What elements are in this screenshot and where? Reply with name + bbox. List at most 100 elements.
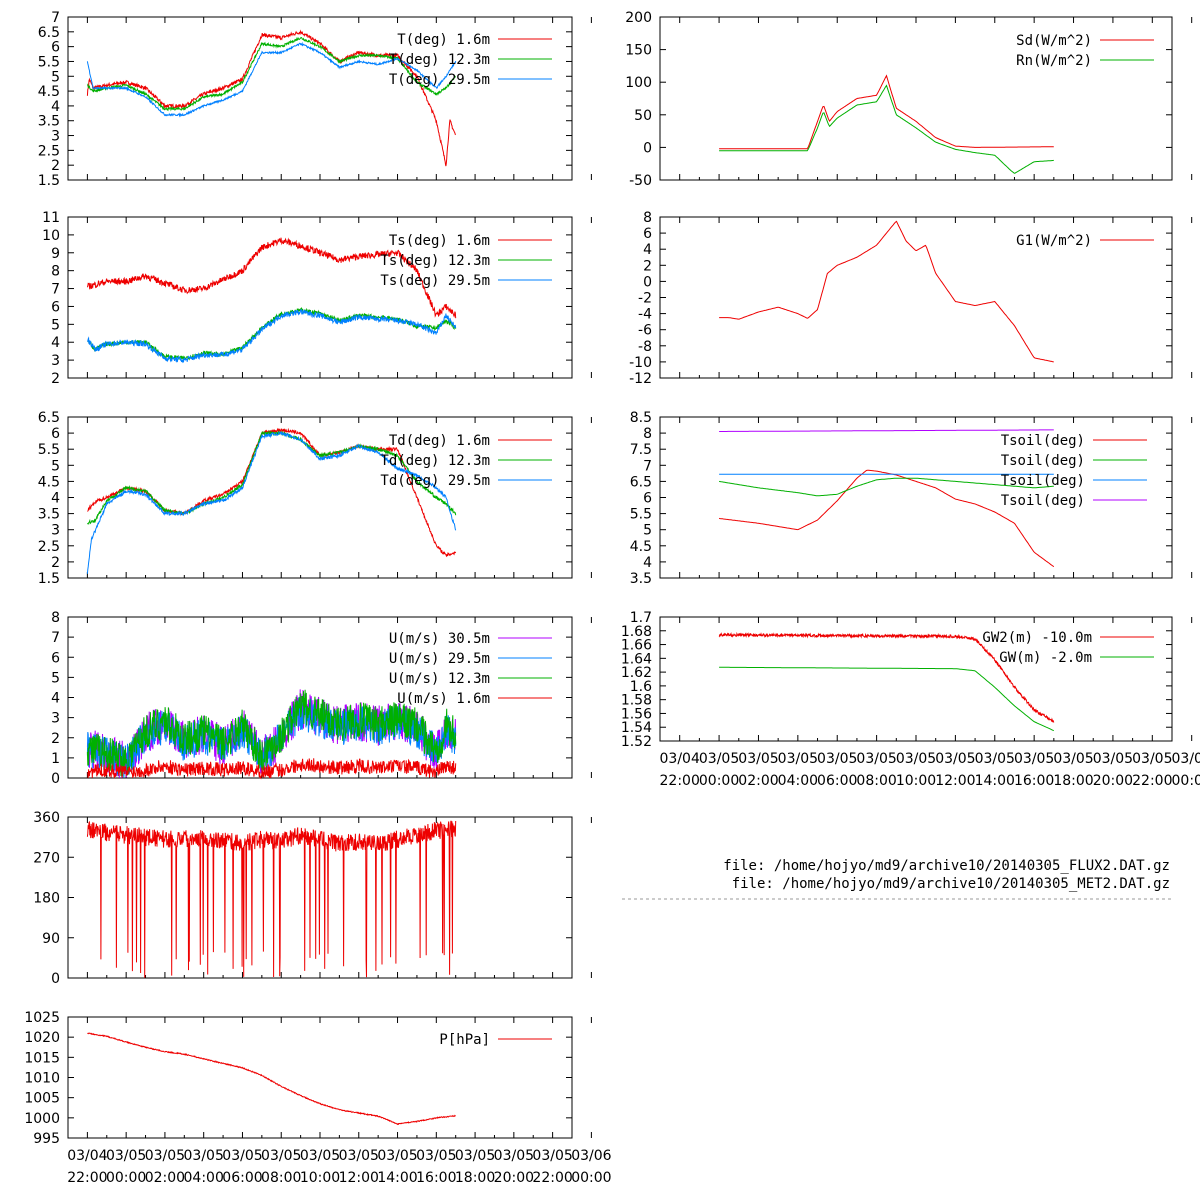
y-tick-label: 4.5 — [38, 474, 60, 490]
y-tick-label: 3 — [51, 129, 60, 145]
y-tick-label: 5.5 — [38, 54, 60, 70]
y-tick-label: 1005 — [24, 1091, 60, 1107]
x-tick-label-date: 03/05 — [896, 751, 936, 767]
y-tick-label: 3.5 — [38, 507, 60, 523]
y-tick-label: 7 — [51, 630, 60, 646]
series-line-tsoil-3 — [719, 429, 1054, 432]
y-tick-label: 7 — [643, 458, 652, 474]
legend-label: Tsoil(deg) — [1001, 453, 1085, 469]
x-tick-label-date: 03/05 — [184, 1148, 224, 1164]
y-tick-label: 1 — [51, 751, 60, 767]
series-line-temp-1 — [86, 36, 457, 112]
x-tick-label-time: 10:00 — [896, 773, 936, 789]
y-tick-label: 7 — [51, 10, 60, 26]
series-line-ts-2 — [86, 308, 457, 364]
x-tick-label-time: 04:00 — [778, 773, 818, 789]
y-tick-label: 1.7 — [630, 610, 652, 626]
legend-label: U(m/s) 29.5m — [389, 651, 490, 667]
x-tick-label-date: 03/05 — [1053, 751, 1093, 767]
x-tick-label-date: 03/05 — [416, 1148, 456, 1164]
y-tick-label: 1.58 — [621, 693, 652, 709]
y-tick-label: 6 — [643, 491, 652, 507]
y-tick-label: 6.5 — [38, 25, 60, 41]
y-tick-label: 1015 — [24, 1050, 60, 1066]
series-line-rad-0 — [719, 74, 1054, 150]
y-tick-label: 5 — [51, 69, 60, 85]
y-tick-label: 2 — [51, 158, 60, 174]
y-tick-label: 6 — [51, 299, 60, 315]
y-tick-label: 10 — [42, 228, 60, 244]
x-tick-label-date: 03/05 — [817, 751, 857, 767]
y-tick-label: 6 — [51, 650, 60, 666]
file-line-met: file: /home/hojyo/md9/archive10/20140305… — [732, 876, 1170, 892]
x-tick-label-time: 16:00 — [1014, 773, 1054, 789]
x-tick-label-date: 03/05 — [261, 1148, 301, 1164]
x-tick-label-time: 04:00 — [184, 1170, 224, 1186]
y-tick-label: 4 — [643, 555, 652, 571]
y-tick-label: 0 — [51, 771, 60, 787]
file-line-flux: file: /home/hojyo/md9/archive10/20140305… — [723, 858, 1170, 874]
y-tick-label: 6 — [643, 226, 652, 242]
y-tick-label: 1.5 — [38, 571, 60, 587]
legend-label: Td(deg) 29.5m — [380, 473, 490, 489]
y-tick-label: 1020 — [24, 1030, 60, 1046]
x-tick-label-time: 22:00 — [1132, 773, 1172, 789]
x-tick-label-date: 03/05 — [699, 751, 739, 767]
y-tick-label: 4 — [51, 691, 60, 707]
panel-surface-temperature: 2 3 4 5 67 8 9 10 11 Ts(deg) 1.6m Ts(deg) 12.3m Ts(… — [42, 210, 592, 387]
y-tick-label: 1.54 — [621, 720, 652, 736]
file-info: file: /home/hojyo/md9/archive10/20140305… — [622, 858, 1174, 900]
y-tick-label: 3 — [51, 523, 60, 539]
y-tick-label: 1010 — [24, 1071, 60, 1087]
y-tick-label: 5 — [51, 670, 60, 686]
x-tick-label-date: 03/05 — [339, 1148, 379, 1164]
x-tick-label-date: 03/05 — [300, 1148, 340, 1164]
y-tick-label: 0 — [51, 971, 60, 987]
y-tick-label: 4 — [51, 99, 60, 115]
y-tick-label: 11 — [42, 210, 60, 226]
y-tick-label: 8 — [51, 264, 60, 280]
x-tick-label-date: 03/05 — [935, 751, 975, 767]
x-tick-label-date: 03/05 — [377, 1148, 417, 1164]
x-tick-label-time: 18:00 — [1053, 773, 1093, 789]
x-tick-label-time: 14:00 — [975, 773, 1015, 789]
panel-soil-temperature: 3.544.555.566.577.588.5 Tsoil(deg) Tsoil(d… — [630, 410, 1193, 587]
panel-groundwater: 1.521.541.561.581.61.621.641.661.681.7 03… — [621, 610, 1200, 789]
x-tick-label-time: 12:00 — [339, 1170, 379, 1186]
series-line-gw-1 — [719, 666, 1055, 732]
x-tick-label-time: 18:00 — [455, 1170, 495, 1186]
y-tick-label: 1.52 — [621, 734, 652, 750]
y-tick-label: 1.66 — [621, 638, 652, 654]
x-tick-label-time: 22:00 — [67, 1170, 107, 1186]
y-tick-label: 2 — [51, 731, 60, 747]
legend-label: Td(deg) 12.3m — [380, 453, 490, 469]
x-tick-label-time: 10:00 — [300, 1170, 340, 1186]
panel-wind-direction: 0 90 180 270 360 — [33, 810, 592, 987]
y-tick-label: 3 — [51, 353, 60, 369]
x-tick-label-date: 03/05 — [856, 751, 896, 767]
legend-label: GW(m) -2.0m — [999, 650, 1092, 666]
y-tick-label: 4 — [51, 491, 60, 507]
x-tick-label-time: 22:00 — [532, 1170, 572, 1186]
y-tick-label: 2.5 — [38, 143, 60, 159]
legend-label: U(m/s) 30.5m — [389, 631, 490, 647]
y-tick-label: 3.5 — [630, 571, 652, 587]
x-tick-label-time: 00:00 — [571, 1170, 611, 1186]
x-tick-label-time: 02:00 — [145, 1170, 185, 1186]
series-line-tsoil-0 — [719, 469, 1055, 568]
legend-label: T(deg) 1.6m — [397, 32, 490, 48]
y-tick-label: 4.5 — [630, 539, 652, 555]
x-tick-label-time: 16:00 — [416, 1170, 456, 1186]
x-tick-label-time: 20:00 — [494, 1170, 534, 1186]
y-tick-label: 6 — [51, 426, 60, 442]
y-tick-label: 9 — [51, 246, 60, 262]
panel-pressure: 995 1000 1005 1010 1015 1020 1025 03/04 22:00 03/… — [24, 1010, 611, 1186]
y-tick-label: 6.5 — [630, 474, 652, 490]
x-tick-label-date: 03/05 — [975, 751, 1015, 767]
y-tick-label: -6 — [638, 323, 652, 339]
legend-label: T(deg) 12.3m — [389, 52, 490, 68]
x-tick-label-time: 22:00 — [660, 773, 700, 789]
x-tick-label-date: 03/05 — [778, 751, 818, 767]
